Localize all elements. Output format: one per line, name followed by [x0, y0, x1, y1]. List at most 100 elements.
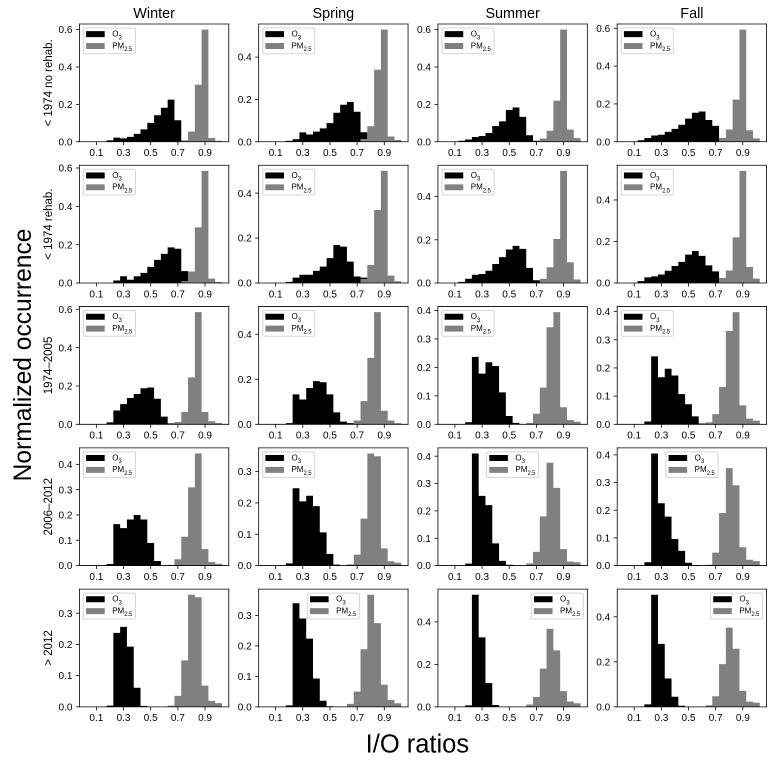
svg-text:0.4: 0.4: [58, 202, 72, 213]
svg-text:> 2012: > 2012: [43, 630, 55, 666]
svg-text:O 3: O 3: [291, 447, 301, 465]
svg-text:0.2: 0.2: [58, 240, 72, 251]
svg-text:0.0: 0.0: [596, 420, 610, 431]
svg-text:0.0: 0.0: [417, 279, 431, 290]
svg-text:O 3: O 3: [650, 24, 660, 42]
svg-text:O 3: O 3: [112, 447, 122, 465]
svg-text:0.0: 0.0: [596, 137, 610, 148]
svg-text:0.5: 0.5: [502, 713, 516, 724]
svg-text:0.3: 0.3: [58, 609, 72, 620]
svg-text:0.7: 0.7: [709, 713, 723, 724]
svg-text:0.3: 0.3: [296, 289, 310, 300]
svg-text:0.3: 0.3: [238, 467, 252, 478]
svg-text:0.6: 0.6: [58, 164, 72, 175]
svg-text:P M 2 .: P M 2 . 5: [471, 177, 492, 197]
svg-text:Fall: Fall: [680, 6, 703, 22]
svg-text:0.5: 0.5: [502, 572, 516, 583]
svg-text:0.1: 0.1: [448, 431, 462, 442]
svg-text:0.1: 0.1: [269, 572, 283, 583]
svg-text:P M 2 .: P M 2 . 5: [112, 318, 133, 338]
svg-text:0.1: 0.1: [269, 713, 283, 724]
svg-text:0.0: 0.0: [238, 279, 252, 290]
svg-text:0.1: 0.1: [627, 148, 641, 159]
svg-text:0.3: 0.3: [475, 431, 489, 442]
svg-text:1974–2005: 1974–2005: [43, 337, 55, 395]
svg-text:0.1: 0.1: [58, 671, 72, 682]
svg-text:O 3: O 3: [560, 589, 570, 607]
svg-text:0.2: 0.2: [58, 511, 72, 522]
svg-text:P M 2 .: P M 2 . 5: [471, 35, 492, 55]
svg-text:0.1: 0.1: [89, 713, 103, 724]
svg-text:O 3: O 3: [291, 165, 301, 183]
svg-text:0.0: 0.0: [596, 702, 610, 713]
svg-text:0.3: 0.3: [238, 611, 252, 622]
svg-text:0.1: 0.1: [89, 148, 103, 159]
svg-text:0.2: 0.2: [58, 100, 72, 111]
svg-text:0.9: 0.9: [736, 572, 750, 583]
svg-text:P M 2 .: P M 2 . 5: [112, 177, 133, 197]
svg-text:0.7: 0.7: [709, 289, 723, 300]
svg-text:0.1: 0.1: [58, 536, 72, 547]
svg-text:O 3: O 3: [112, 24, 122, 42]
svg-text:0.7: 0.7: [709, 572, 723, 583]
svg-text:0.3: 0.3: [596, 335, 610, 346]
svg-text:0.2: 0.2: [238, 234, 252, 245]
svg-text:0.4: 0.4: [417, 192, 431, 203]
svg-text:0.5: 0.5: [682, 289, 696, 300]
svg-text:P M 2 .: P M 2 . 5: [291, 177, 312, 197]
svg-text:0.3: 0.3: [117, 148, 131, 159]
svg-text:2006–2012: 2006–2012: [43, 478, 55, 536]
svg-text:P M 2 .: P M 2 . 5: [515, 459, 536, 479]
svg-text:0.1: 0.1: [238, 530, 252, 541]
svg-text:0.4: 0.4: [596, 196, 610, 207]
svg-text:0.3: 0.3: [58, 485, 72, 496]
svg-text:O 3: O 3: [471, 165, 481, 183]
svg-text:0.7: 0.7: [171, 431, 185, 442]
svg-text:0.3: 0.3: [654, 431, 668, 442]
svg-text:0.0: 0.0: [596, 279, 610, 290]
svg-text:0.4: 0.4: [58, 343, 72, 354]
svg-text:0.4: 0.4: [596, 450, 610, 461]
svg-text:0.3: 0.3: [475, 148, 489, 159]
svg-text:0.2: 0.2: [596, 506, 610, 517]
svg-text:0.2: 0.2: [596, 100, 610, 111]
svg-text:0.0: 0.0: [238, 420, 252, 431]
svg-text:O 3: O 3: [112, 589, 122, 607]
svg-text:0.0: 0.0: [58, 702, 72, 713]
svg-text:0.4: 0.4: [596, 62, 610, 73]
svg-text:0.7: 0.7: [350, 713, 364, 724]
svg-text:0.5: 0.5: [682, 572, 696, 583]
svg-text:O 3: O 3: [291, 306, 301, 324]
svg-text:P M 2 .: P M 2 . 5: [291, 459, 312, 479]
svg-text:0.9: 0.9: [198, 148, 212, 159]
svg-text:0.0: 0.0: [58, 420, 72, 431]
svg-text:0.3: 0.3: [296, 713, 310, 724]
svg-text:0.0: 0.0: [238, 561, 252, 572]
svg-text:0.3: 0.3: [475, 572, 489, 583]
svg-text:O 3: O 3: [695, 447, 705, 465]
svg-text:0.1: 0.1: [89, 431, 103, 442]
svg-text:0.9: 0.9: [198, 572, 212, 583]
svg-text:P M 2 .: P M 2 . 5: [471, 318, 492, 338]
svg-text:0.0: 0.0: [58, 279, 72, 290]
svg-text:0.3: 0.3: [654, 148, 668, 159]
svg-text:0.9: 0.9: [377, 572, 391, 583]
svg-text:0.4: 0.4: [58, 460, 72, 471]
svg-text:0.3: 0.3: [117, 431, 131, 442]
svg-text:0.0: 0.0: [417, 420, 431, 431]
svg-text:0.5: 0.5: [323, 713, 337, 724]
svg-text:0.3: 0.3: [596, 478, 610, 489]
svg-text:0.5: 0.5: [502, 148, 516, 159]
svg-text:0.2: 0.2: [596, 657, 610, 668]
svg-text:Normalized occurrence: Normalized occurrence: [10, 229, 37, 482]
svg-text:0.9: 0.9: [557, 572, 571, 583]
svg-text:0.3: 0.3: [417, 335, 431, 346]
svg-text:0.1: 0.1: [627, 713, 641, 724]
svg-text:< 1974 rehab.: < 1974 rehab.: [43, 188, 55, 259]
svg-text:0.1: 0.1: [627, 431, 641, 442]
svg-text:0.2: 0.2: [238, 375, 252, 386]
svg-text:0.3: 0.3: [417, 479, 431, 490]
svg-text:P M 2 .: P M 2 . 5: [291, 318, 312, 338]
svg-text:0.4: 0.4: [417, 306, 431, 317]
svg-text:Spring: Spring: [313, 6, 355, 22]
